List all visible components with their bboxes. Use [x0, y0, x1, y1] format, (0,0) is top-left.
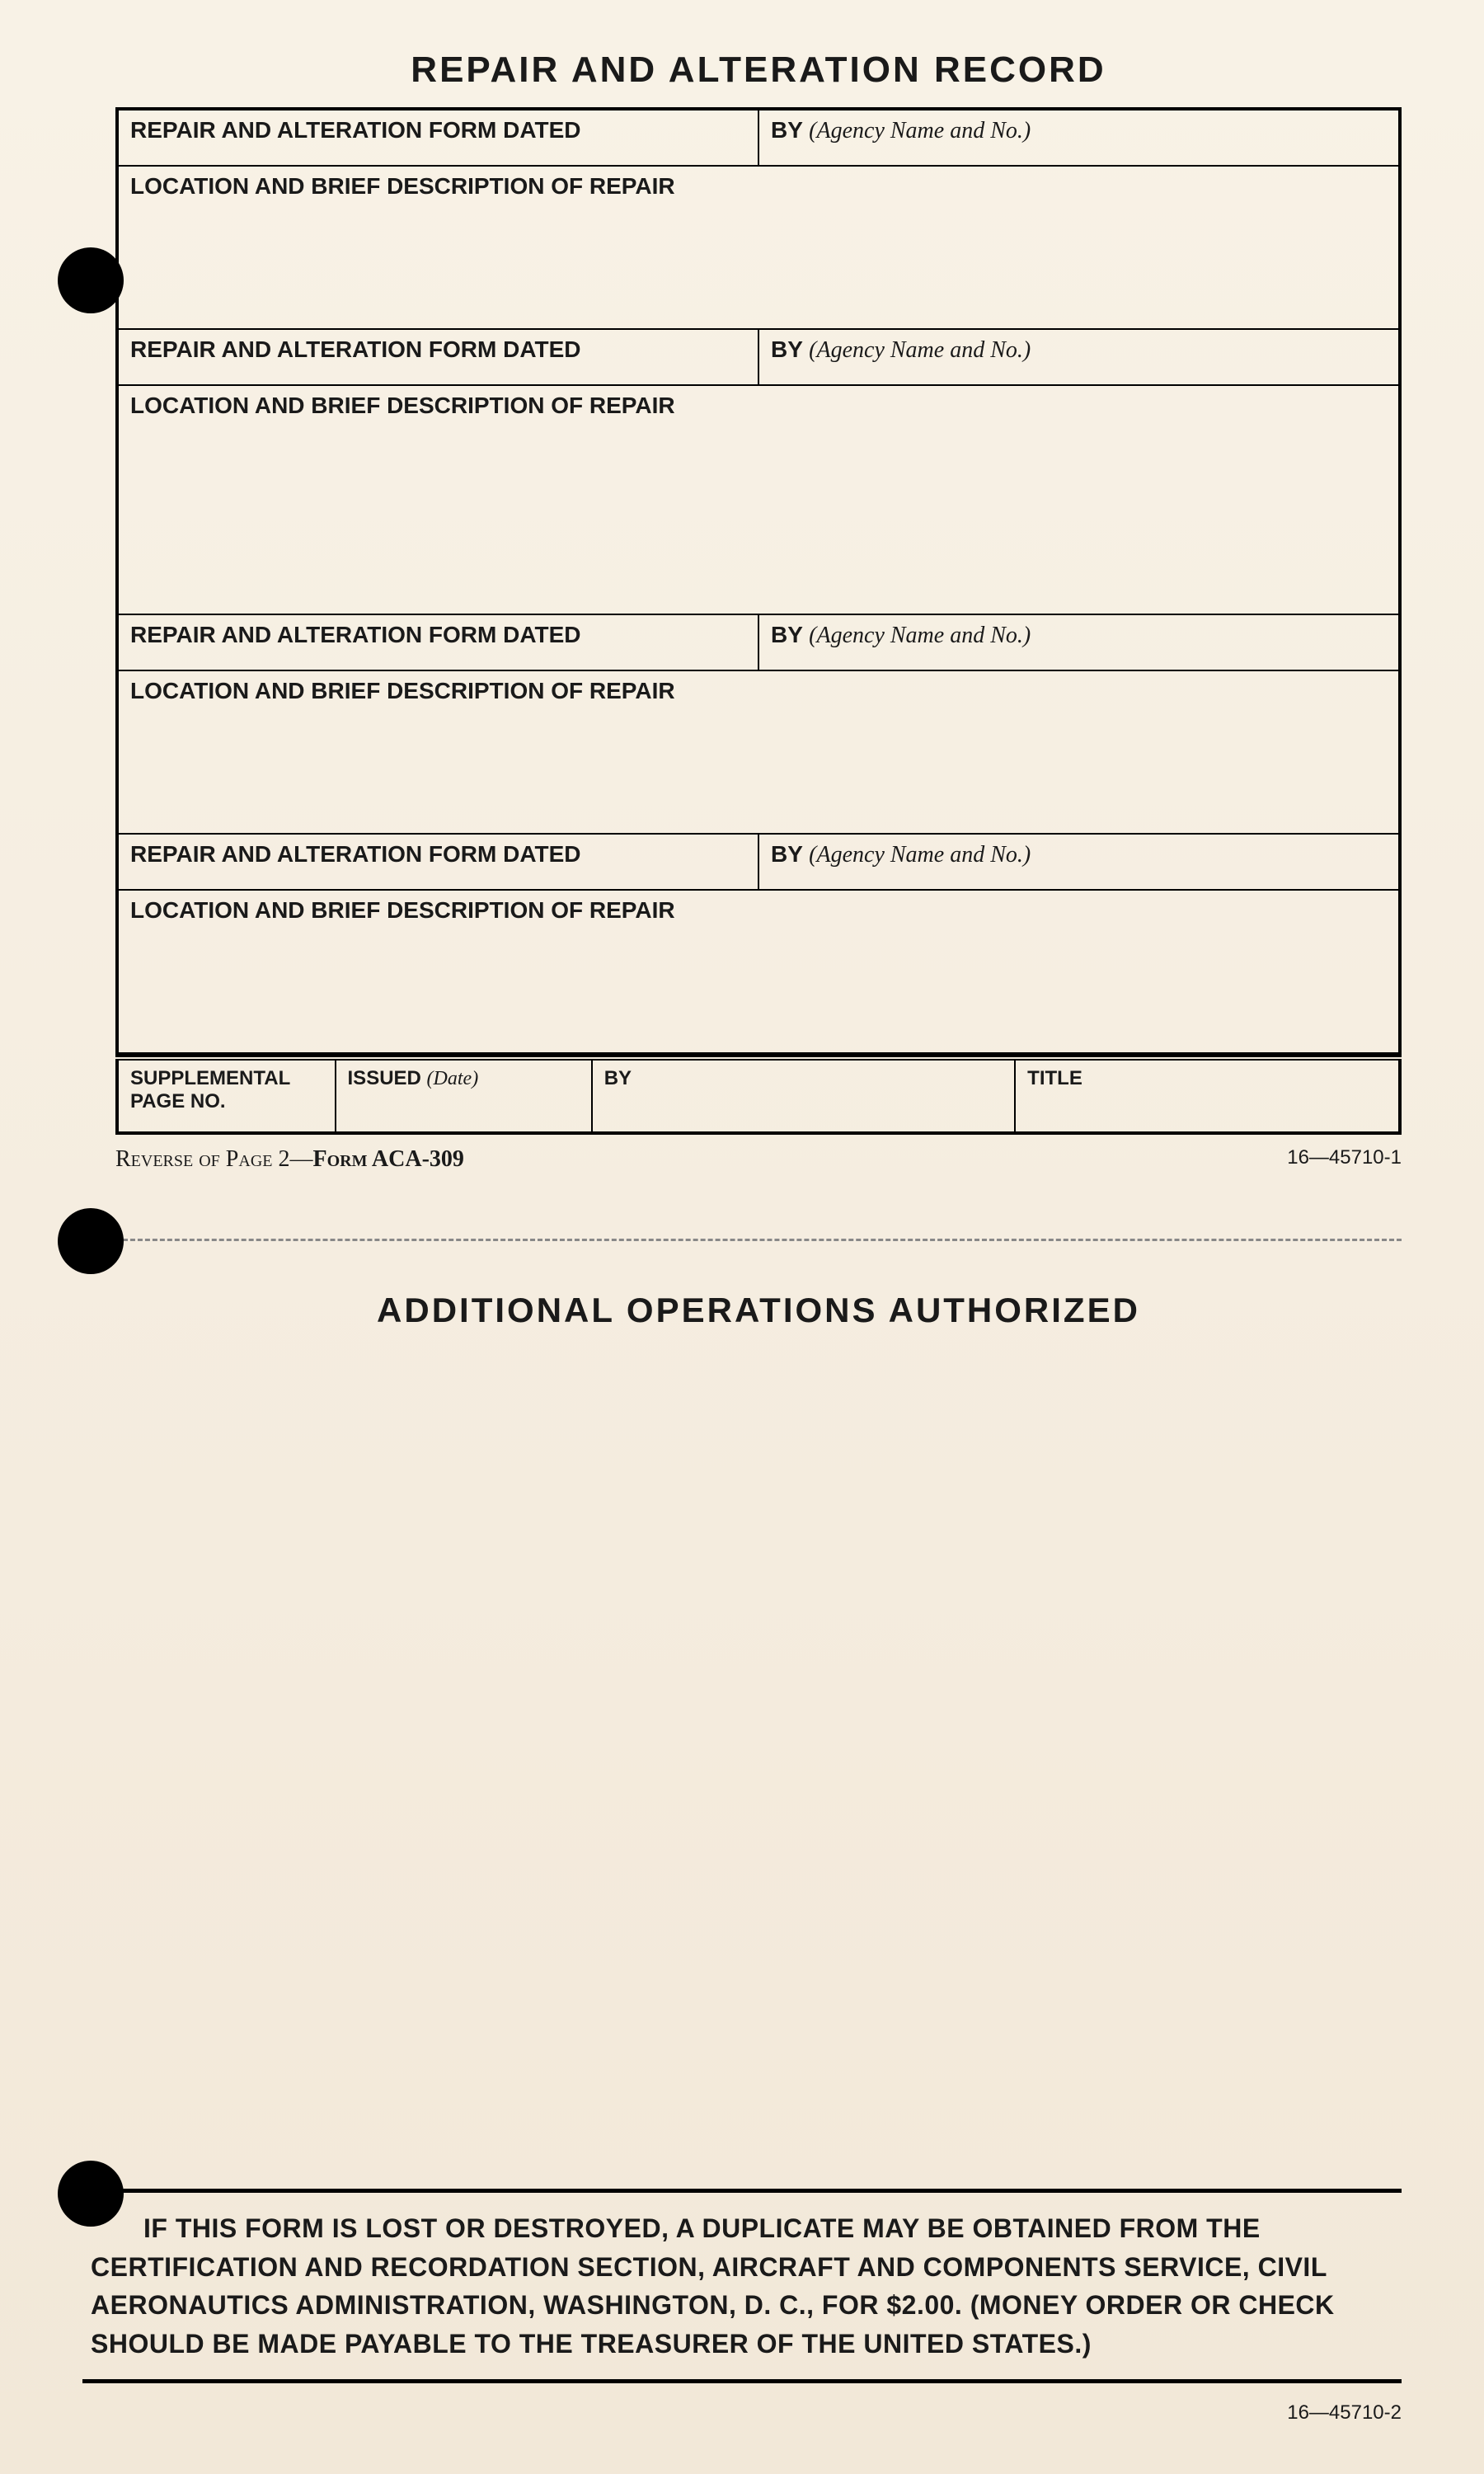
- label-text: REPAIR AND ALTERATION FORM DATED: [130, 622, 580, 647]
- by-label: BY (Agency Name and No.): [758, 329, 1400, 385]
- footer-line-top: Reverse of Page 2—Form ACA-309 16—45710-…: [115, 1146, 1402, 1173]
- punch-hole: [58, 247, 124, 313]
- print-code-bottom: 16—45710-2: [1287, 2401, 1402, 2425]
- location-desc-label: LOCATION AND BRIEF DESCRIPTION OF REPAIR: [117, 166, 1400, 329]
- page-title: REPAIR AND ALTERATION RECORD: [115, 49, 1402, 91]
- issued-label: ISSUED (Date): [336, 1058, 592, 1133]
- by-label: BY (Agency Name and No.): [758, 834, 1400, 890]
- label-text: LOCATION AND BRIEF DESCRIPTION OF REPAIR: [130, 897, 675, 923]
- label-text: BY: [771, 117, 802, 143]
- label-text: LOCATION AND BRIEF DESCRIPTION OF REPAIR: [130, 678, 675, 703]
- label-text: REPAIR AND ALTERATION FORM DATED: [130, 841, 580, 867]
- repair-record-table: REPAIR AND ALTERATION FORM DATED BY (Age…: [115, 107, 1402, 1056]
- label-text: BY: [604, 1067, 632, 1089]
- label-text: ISSUED: [348, 1067, 421, 1089]
- form-dated-label: REPAIR AND ALTERATION FORM DATED: [117, 834, 758, 890]
- reverse-note: Reverse of Page 2—Form ACA-309: [115, 1146, 464, 1173]
- location-desc-label: LOCATION AND BRIEF DESCRIPTION OF REPAIR: [117, 670, 1400, 834]
- form-number: Form ACA-309: [312, 1146, 463, 1172]
- label-text: LOCATION AND BRIEF DESCRIPTION OF REPAIR: [130, 393, 675, 418]
- label-text: LOCATION AND BRIEF DESCRIPTION OF REPAIR: [130, 173, 675, 199]
- supp-page-label: SUPPLEMENTAL PAGE NO.: [117, 1058, 336, 1133]
- by-label: BY (Agency Name and No.): [758, 109, 1400, 166]
- label-text: BY: [771, 841, 802, 867]
- location-desc-label: LOCATION AND BRIEF DESCRIPTION OF REPAIR: [117, 385, 1400, 614]
- by-label: BY (Agency Name and No.): [758, 614, 1400, 670]
- form-dated-label: REPAIR AND ALTERATION FORM DATED: [117, 329, 758, 385]
- label-italic: (Agency Name and No.): [809, 337, 1031, 363]
- notice-text: IF THIS FORM IS LOST OR DESTROYED, A DUP…: [91, 2213, 1335, 2358]
- section-title: ADDITIONAL OPERATIONS AUTHORIZED: [115, 1291, 1402, 1330]
- label-text: BY: [771, 336, 802, 362]
- by-label: BY: [592, 1058, 1015, 1133]
- fold-perforation: [115, 1239, 1402, 1241]
- label-italic: (Agency Name and No.): [809, 623, 1031, 648]
- label-italic: (Date): [427, 1068, 479, 1089]
- label-text: TITLE: [1027, 1067, 1082, 1089]
- form-dated-label: REPAIR AND ALTERATION FORM DATED: [117, 109, 758, 166]
- label-text: REPAIR AND ALTERATION FORM DATED: [130, 336, 580, 362]
- supplemental-row-table: SUPPLEMENTAL PAGE NO. ISSUED (Date) BY T…: [115, 1056, 1402, 1135]
- label-text: SUPPLEMENTAL PAGE NO.: [130, 1067, 290, 1112]
- form-dated-label: REPAIR AND ALTERATION FORM DATED: [117, 614, 758, 670]
- label-text: REPAIR AND ALTERATION FORM DATED: [130, 117, 580, 143]
- document-page: REPAIR AND ALTERATION RECORD REPAIR AND …: [0, 0, 1484, 2474]
- location-desc-label: LOCATION AND BRIEF DESCRIPTION OF REPAIR: [117, 890, 1400, 1054]
- label-text: Reverse of Page 2—: [115, 1146, 312, 1172]
- label-italic: (Agency Name and No.): [809, 118, 1031, 143]
- title-col-label: TITLE: [1015, 1058, 1400, 1133]
- label-text: BY: [771, 622, 802, 647]
- label-italic: (Agency Name and No.): [809, 842, 1031, 868]
- notice-box: IF THIS FORM IS LOST OR DESTROYED, A DUP…: [82, 2189, 1402, 2383]
- punch-hole: [58, 1208, 124, 1274]
- print-code: 16—45710-1: [1287, 1146, 1402, 1173]
